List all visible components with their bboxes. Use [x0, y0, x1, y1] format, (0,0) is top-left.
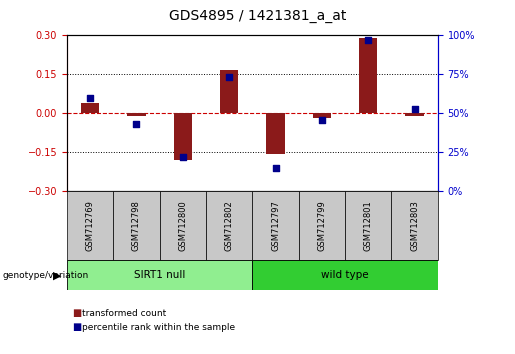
Bar: [67, 191, 113, 260]
Bar: [313, 113, 331, 119]
Point: [179, 154, 187, 160]
Point: [86, 95, 94, 101]
Text: GSM712769: GSM712769: [85, 200, 95, 251]
Point: [225, 75, 233, 80]
Bar: [113, 191, 160, 260]
Point: [364, 37, 372, 43]
Text: ▶: ▶: [53, 270, 62, 280]
Bar: [405, 113, 424, 116]
Bar: [67, 260, 252, 290]
Bar: [266, 113, 285, 154]
Point: [410, 106, 419, 112]
Text: genotype/variation: genotype/variation: [3, 271, 89, 280]
Text: GDS4895 / 1421381_a_at: GDS4895 / 1421381_a_at: [169, 9, 346, 23]
Bar: [299, 191, 345, 260]
Point: [271, 165, 280, 171]
Bar: [127, 113, 146, 116]
Text: SIRT1 null: SIRT1 null: [134, 270, 185, 280]
Bar: [174, 113, 192, 160]
Text: GSM712803: GSM712803: [410, 200, 419, 251]
Text: ■: ■: [72, 322, 81, 332]
Text: percentile rank within the sample: percentile rank within the sample: [82, 323, 235, 332]
Point: [132, 121, 141, 127]
Text: GSM712800: GSM712800: [178, 200, 187, 251]
Text: GSM712797: GSM712797: [271, 200, 280, 251]
Text: GSM712801: GSM712801: [364, 200, 373, 251]
Bar: [359, 38, 377, 113]
Bar: [391, 191, 438, 260]
Bar: [345, 191, 391, 260]
Point: [318, 117, 326, 122]
Bar: [81, 103, 99, 113]
Bar: [160, 191, 206, 260]
Bar: [220, 70, 238, 113]
Bar: [252, 260, 438, 290]
Text: GSM712799: GSM712799: [317, 200, 327, 251]
Bar: [252, 191, 299, 260]
Text: wild type: wild type: [321, 270, 369, 280]
Text: transformed count: transformed count: [82, 309, 167, 318]
Text: GSM712798: GSM712798: [132, 200, 141, 251]
Text: ■: ■: [72, 308, 81, 318]
Bar: [206, 191, 252, 260]
Text: GSM712802: GSM712802: [225, 200, 234, 251]
